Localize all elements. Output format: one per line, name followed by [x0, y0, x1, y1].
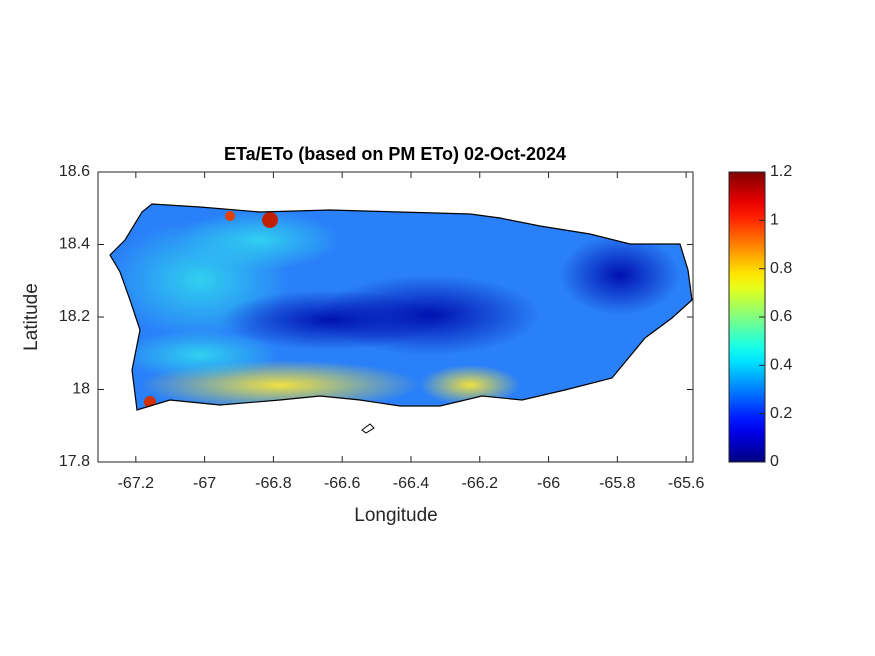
x-tick-label: -66 [537, 475, 560, 492]
y-axis-label: Latitude [21, 283, 42, 351]
colorbar-tick-label: 0.6 [770, 308, 792, 325]
colorbar-tick-label: 0.8 [770, 260, 792, 277]
colorbar-tick-label: 0 [770, 453, 779, 470]
x-tick-label: -65.8 [599, 475, 636, 492]
colorbar-tick-label: 1.2 [770, 163, 792, 180]
islet [361, 423, 375, 434]
x-tick-label: -66.8 [255, 475, 292, 492]
x-tick-label: -66.4 [393, 475, 430, 492]
chart-title: ETa/ETo (based on PM ETo) 02-Oct-2024 [224, 144, 566, 164]
x-tick-label: -66.2 [462, 475, 499, 492]
x-tick-label: -66.6 [324, 475, 361, 492]
x-axis-label: Longitude [354, 505, 437, 526]
heatmap [110, 204, 692, 410]
colorbar-tick-label: 0.4 [770, 357, 792, 374]
colorbar-tick-label: 0.2 [770, 405, 792, 422]
y-tick-label: 18 [72, 381, 90, 398]
y-tick-label: 18.4 [59, 236, 90, 253]
y-tick-label: 18.6 [59, 163, 90, 180]
x-tick-label: -67 [193, 475, 216, 492]
x-tick-label: -65.6 [668, 475, 705, 492]
y-tick-label: 18.2 [59, 308, 90, 325]
y-tick-label: 17.8 [59, 453, 90, 470]
colorbar-tick-label: 1 [770, 212, 779, 229]
x-tick-label: -67.2 [118, 475, 155, 492]
